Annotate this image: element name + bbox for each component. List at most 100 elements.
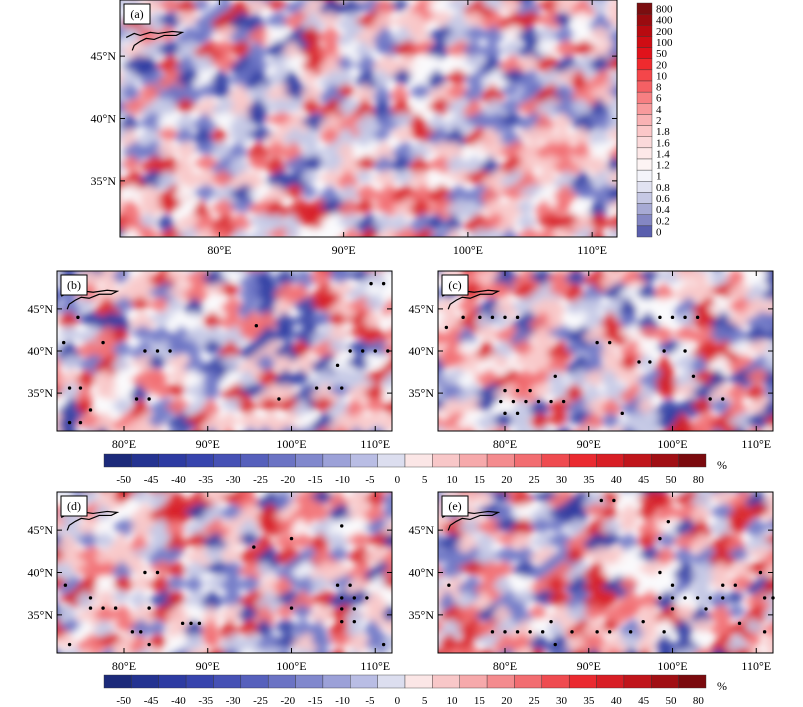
significance-dot [528, 630, 532, 634]
field [57, 492, 392, 653]
significance-dot [139, 630, 143, 634]
significance-dot [113, 606, 118, 610]
colorbar-swatch [541, 674, 570, 689]
colorbar-swatch [636, 147, 653, 160]
colorbar-label: 35 [583, 474, 595, 486]
significance-dot [549, 619, 553, 624]
colorbar-label: 800 [656, 4, 673, 16]
panel-a: 80°E 90°E 100°E 110°E 45°N 40°N 35°N (a) [91, 0, 618, 257]
colorbar-label: 10 [447, 474, 459, 486]
colorbar-label: 25 [529, 474, 541, 486]
significance-dot [641, 619, 645, 624]
colorbar-swatch [267, 453, 296, 468]
panel-d: 80°E 90°E 100°E 110°E 45°N 40°N 35°N (d) [28, 491, 393, 673]
significance-dot [695, 315, 700, 320]
significance-dot [478, 315, 482, 320]
colorbar-swatch [636, 136, 653, 149]
significance-dot [570, 630, 574, 634]
y-tick-label: 45°N [409, 523, 435, 537]
colorbar-swatch [131, 453, 159, 468]
colorbar-swatch [350, 674, 378, 689]
significance-dot [327, 386, 331, 390]
x-tick-label: 100°E [276, 437, 306, 451]
colorbar-label: -50 [116, 474, 131, 486]
significance-dot [76, 315, 80, 320]
colorbar-swatch [158, 453, 187, 468]
colorbar-label: 1.4 [656, 148, 670, 160]
x-tick-label: 80°E [207, 243, 231, 257]
colorbar-swatch [651, 453, 679, 468]
colorbar-diff-lower: -50 -45 -40 -35 -30 -25 -20 -15 -10 -5 0 5 10 15 20 25 3… [103, 674, 727, 707]
y-tick-label: 40°N [91, 112, 117, 126]
significance-dot [762, 630, 767, 634]
colorbar-label: 1.8 [656, 126, 670, 138]
colorbar-swatch [636, 169, 653, 182]
significance-dot [599, 498, 604, 503]
significance-dot [289, 536, 294, 541]
significance-dot [78, 386, 83, 390]
x-tick-label: 80°E [493, 437, 517, 451]
colorbar-label: 0.6 [656, 193, 670, 205]
significance-dot [553, 374, 557, 378]
colorbar-label: 10 [447, 695, 459, 707]
colorbar-swatch [103, 453, 132, 468]
colorbar-swatch [185, 674, 214, 689]
colorbar-label: 80 [693, 695, 705, 707]
significance-dot [737, 621, 742, 626]
significance-dot [658, 596, 662, 600]
significance-dot [670, 596, 675, 600]
field [438, 271, 773, 431]
colorbar-swatch [322, 453, 351, 468]
colorbar-label: 200 [656, 26, 673, 38]
significance-dot [444, 325, 449, 330]
colorbar-swatch [636, 2, 653, 15]
colorbar-swatch [636, 25, 653, 37]
colorbar-label: -10 [335, 695, 350, 707]
colorbar-label: 50 [656, 48, 668, 60]
colorbar-swatch [636, 91, 653, 104]
colorbar-label: 1.6 [656, 137, 670, 149]
significance-dot [147, 606, 151, 610]
significance-dot [67, 386, 72, 390]
y-tick-label: 35°N [28, 386, 54, 400]
field [57, 271, 392, 431]
colorbar-label: 1 [656, 171, 662, 183]
significance-dot [503, 315, 507, 320]
colorbar-label: -35 [198, 474, 213, 486]
significance-dot [369, 281, 373, 286]
colorbar-label: -5 [365, 474, 375, 486]
y-tick-label: 45°N [28, 302, 54, 316]
significance-dot [691, 374, 696, 378]
significance-dot [340, 524, 344, 528]
colorbar-swatch [486, 453, 515, 468]
colorbar-label: 40 [611, 474, 623, 486]
significance-dot [658, 570, 662, 575]
colorbar-swatch [267, 674, 296, 689]
significance-dot [515, 315, 520, 320]
significance-dot [189, 621, 193, 626]
significance-dot [147, 397, 151, 401]
significance-dot [503, 388, 507, 393]
colorbar-swatch [295, 674, 324, 689]
significance-dot [620, 411, 624, 416]
x-tick-label: 90°E [332, 243, 356, 257]
panel-b: 80°E 90°E 100°E 110°E 45°N 40°N 35°N (b) [28, 270, 393, 451]
significance-dot [658, 315, 662, 320]
significance-dot [536, 399, 541, 404]
colorbar-label: 0 [656, 226, 662, 238]
significance-dot [540, 630, 545, 634]
significance-dot [595, 340, 599, 345]
x-tick-label: 90°E [577, 659, 601, 673]
significance-dot [721, 596, 725, 600]
colorbar-swatch [404, 453, 433, 468]
significance-dot [88, 408, 93, 412]
colorbar-swatch [541, 453, 570, 468]
x-tick-label: 100°E [657, 437, 687, 451]
significance-dot [143, 349, 147, 353]
y-tick-label: 35°N [28, 608, 54, 622]
x-tick-label: 110°E [577, 243, 607, 257]
significance-dot [524, 399, 528, 404]
colorbar-swatch [131, 674, 159, 689]
significance-dot [62, 340, 66, 345]
